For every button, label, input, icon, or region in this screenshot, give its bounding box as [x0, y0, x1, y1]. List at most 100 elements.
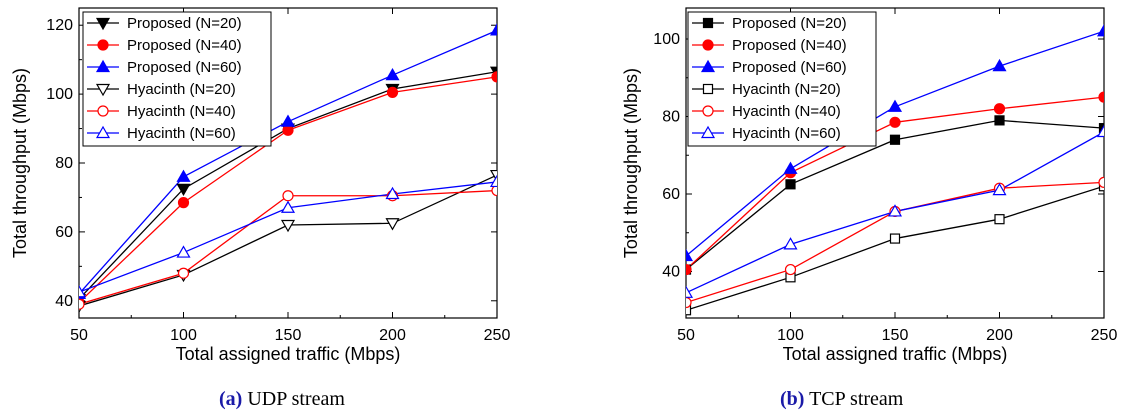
x-tick-label: 200	[379, 327, 406, 344]
data-point-s1	[993, 103, 1006, 115]
data-point-s4	[784, 263, 797, 276]
legend-swatch-marker	[702, 17, 714, 29]
data-point-s3	[686, 305, 692, 316]
legend-swatch-marker	[97, 39, 109, 51]
data-point-s5	[992, 182, 1007, 196]
x-tick-label: 150	[275, 327, 302, 344]
data-point-s2	[783, 161, 798, 174]
data-point-s2	[1096, 24, 1104, 37]
data-point-s4	[491, 184, 497, 197]
data-point-s1	[686, 263, 692, 276]
data-point-s0	[1098, 123, 1104, 134]
chart-udp: 50 100 150 200 250 40 60 80 100 120 Total assigned…	[10, 7, 511, 364]
data-point-s5	[176, 245, 191, 258]
legend-entry: Hyacinth (N=20)	[127, 81, 236, 98]
data-point-s1	[177, 197, 190, 209]
data-point-s5	[385, 186, 400, 200]
data-point-s5	[686, 285, 694, 298]
data-point-s3	[994, 214, 1005, 225]
data-point-s4	[282, 190, 294, 202]
data-point-s5	[1096, 124, 1104, 138]
data-point-s2	[489, 23, 497, 36]
data-point-s1	[282, 124, 294, 136]
data-point-s2	[992, 58, 1007, 72]
x-tick-label: 250	[1091, 327, 1118, 344]
y-tick-label: 60	[55, 224, 73, 241]
legend-entry: Proposed (N=40)	[732, 37, 847, 54]
series-group	[79, 23, 497, 314]
data-point-s4	[79, 298, 85, 310]
y-tick-label: 120	[46, 17, 73, 34]
data-point-s0	[994, 115, 1005, 126]
y-tick-label: 100	[46, 86, 73, 103]
data-point-s1	[889, 116, 901, 128]
legend-box	[687, 11, 877, 147]
data-point-s0	[785, 179, 796, 190]
data-point-s1	[1098, 91, 1104, 103]
data-point-s4	[177, 267, 190, 279]
data-point-s4	[1098, 176, 1104, 188]
legend-entry: Hyacinth (N=60)	[127, 125, 236, 142]
data-point-s3	[889, 233, 901, 244]
caption-tcp: (b) TCP stream	[780, 388, 903, 411]
legend-swatch-marker	[95, 59, 111, 73]
legend-swatch-marker	[702, 83, 714, 95]
caption-label-udp: (a)	[219, 388, 243, 410]
legend-entry: Hyacinth (N=40)	[127, 103, 236, 120]
legend-swatch-marker	[700, 59, 716, 73]
x-axis-title: Total assigned traffic (Mbps)	[783, 344, 1008, 364]
y-tick-label: 100	[653, 31, 680, 48]
data-point-s5	[887, 204, 903, 217]
legend-entry: Proposed (N=20)	[732, 15, 847, 32]
caption-label-tcp: (b)	[780, 388, 805, 410]
data-point-s5	[783, 237, 798, 250]
y-tick-label: 80	[662, 109, 680, 126]
x-tick-label: 100	[170, 327, 197, 344]
x-tick-label: 200	[986, 327, 1013, 344]
data-point-s5	[79, 284, 87, 298]
data-point-s1	[491, 71, 497, 83]
data-point-s0	[176, 183, 191, 197]
data-point-s2	[280, 114, 296, 127]
data-point-s1	[386, 86, 399, 98]
x-tick-label: 50	[677, 327, 695, 344]
legend: Proposed (N=20) Proposed (N=40) Proposed (…	[687, 11, 877, 147]
data-point-s2	[385, 67, 400, 81]
data-point-s5	[280, 200, 296, 213]
x-tick-label: 100	[777, 327, 804, 344]
legend-entry: Proposed (N=20)	[127, 15, 242, 32]
data-point-s0	[889, 134, 901, 145]
y-tick-label: 40	[55, 293, 73, 310]
legend-swatch-marker	[702, 39, 714, 51]
legend-swatch-marker	[700, 125, 716, 139]
legend-entry: Hyacinth (N=40)	[732, 103, 841, 120]
legend: Proposed (N=20) Proposed (N=40) Proposed (…	[82, 11, 272, 147]
data-point-s4	[686, 296, 692, 309]
x-axis-title: Total assigned traffic (Mbps)	[176, 344, 401, 364]
x-tick-label: 250	[484, 327, 511, 344]
legend-swatch-marker	[702, 105, 714, 117]
data-point-s3	[280, 219, 296, 233]
legend-box	[82, 11, 272, 147]
legend-entry: Proposed (N=60)	[127, 59, 242, 76]
y-axis-title: Total throughput (Mbps)	[10, 68, 30, 258]
legend-entry: Hyacinth (N=20)	[732, 81, 841, 98]
data-point-s2	[686, 248, 694, 262]
x-tick-label: 50	[70, 327, 88, 344]
series-group	[686, 24, 1104, 316]
y-tick-label: 60	[662, 186, 680, 203]
data-point-s3	[385, 218, 400, 231]
data-point-s5	[489, 174, 497, 188]
y-tick-label: 40	[662, 264, 680, 281]
legend-swatch-marker	[95, 17, 111, 31]
legend-swatch-marker	[95, 83, 111, 97]
caption-text-tcp: TCP stream	[809, 388, 904, 410]
data-point-s2	[176, 169, 191, 182]
y-tick-label: 80	[55, 155, 73, 172]
y-axis-title: Total throughput (Mbps)	[621, 68, 641, 258]
data-point-s2	[887, 99, 903, 112]
caption-udp: (a) UDP stream	[219, 388, 345, 411]
x-tick-label: 150	[882, 327, 909, 344]
